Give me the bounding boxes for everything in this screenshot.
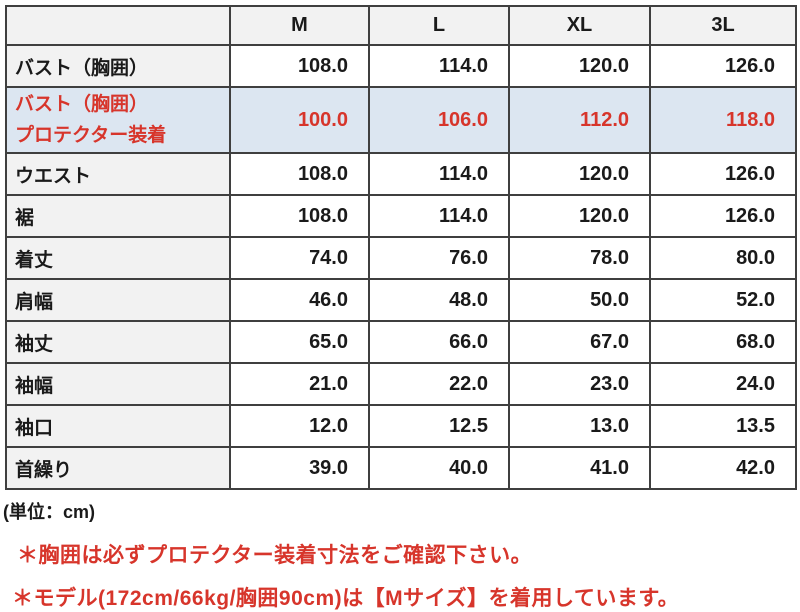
row-label: 裾 xyxy=(5,194,231,238)
protector-warning-note: ＊胸囲は必ずプロテクター装着寸法をご確認下さい。 xyxy=(17,544,533,567)
size-chart-table: M L XL 3L バスト（胸囲） 108.0 114.0 120.0 126.… xyxy=(5,5,797,490)
value-cell: 120.0 xyxy=(508,152,651,196)
value-cell: 108.0 xyxy=(229,44,370,88)
value-cell: 65.0 xyxy=(229,320,370,364)
value-cell: 68.0 xyxy=(649,320,797,364)
value-cell: 50.0 xyxy=(508,278,651,322)
value-cell: 126.0 xyxy=(649,194,797,238)
table-row-length: 着丈 74.0 76.0 78.0 80.0 xyxy=(5,236,797,280)
col-header-m: M xyxy=(229,5,370,46)
value-cell: 13.5 xyxy=(649,404,797,448)
value-cell: 76.0 xyxy=(368,236,510,280)
row-label: 肩幅 xyxy=(5,278,231,322)
value-cell: 78.0 xyxy=(508,236,651,280)
value-cell: 100.0 xyxy=(229,86,370,154)
value-cell: 114.0 xyxy=(368,152,510,196)
header-row: M L XL 3L xyxy=(5,5,797,46)
value-cell: 118.0 xyxy=(649,86,797,154)
unit-note: (単位：cm) xyxy=(3,502,96,522)
col-header-3l: 3L xyxy=(649,5,797,46)
value-cell: 23.0 xyxy=(508,362,651,406)
value-cell: 112.0 xyxy=(508,86,651,154)
value-cell: 66.0 xyxy=(368,320,510,364)
row-label: 袖幅 xyxy=(5,362,231,406)
table-row-shoulder: 肩幅 46.0 48.0 50.0 52.0 xyxy=(5,278,797,322)
value-cell: 12.0 xyxy=(229,404,370,448)
value-cell: 114.0 xyxy=(368,194,510,238)
value-cell: 39.0 xyxy=(229,446,370,490)
table-row-neck: 首繰り 39.0 40.0 41.0 42.0 xyxy=(5,446,797,490)
value-cell: 22.0 xyxy=(368,362,510,406)
table-row-waist: ウエスト 108.0 114.0 120.0 126.0 xyxy=(5,152,797,196)
row-label: バスト（胸囲） プロテクター装着 xyxy=(5,86,231,154)
value-cell: 42.0 xyxy=(649,446,797,490)
row-label: バスト（胸囲） xyxy=(5,44,231,88)
row-label: 袖口 xyxy=(5,404,231,448)
row-label: 着丈 xyxy=(5,236,231,280)
value-cell: 74.0 xyxy=(229,236,370,280)
table-row-bust: バスト（胸囲） 108.0 114.0 120.0 126.0 xyxy=(5,44,797,88)
model-size-note: ＊モデル(172cm/66kg/胸囲90cm)は【Mサイズ】を着用しています。 xyxy=(12,587,680,610)
value-cell: 126.0 xyxy=(649,44,797,88)
value-cell: 108.0 xyxy=(229,152,370,196)
table-row-sleeve-length: 袖丈 65.0 66.0 67.0 68.0 xyxy=(5,320,797,364)
value-cell: 41.0 xyxy=(508,446,651,490)
value-cell: 108.0 xyxy=(229,194,370,238)
value-cell: 52.0 xyxy=(649,278,797,322)
col-header-xl: XL xyxy=(508,5,651,46)
row-label: ウエスト xyxy=(5,152,231,196)
value-cell: 114.0 xyxy=(368,44,510,88)
table-row-hem: 裾 108.0 114.0 120.0 126.0 xyxy=(5,194,797,238)
value-cell: 46.0 xyxy=(229,278,370,322)
table-row-cuff: 袖口 12.0 12.5 13.0 13.5 xyxy=(5,404,797,448)
table-row-sleeve-width: 袖幅 21.0 22.0 23.0 24.0 xyxy=(5,362,797,406)
value-cell: 12.5 xyxy=(368,404,510,448)
value-cell: 80.0 xyxy=(649,236,797,280)
row-label: 袖丈 xyxy=(5,320,231,364)
value-cell: 106.0 xyxy=(368,86,510,154)
value-cell: 40.0 xyxy=(368,446,510,490)
table-row-bust-protector: バスト（胸囲） プロテクター装着 100.0 106.0 112.0 118.0 xyxy=(5,86,797,154)
corner-cell xyxy=(5,5,231,46)
value-cell: 67.0 xyxy=(508,320,651,364)
value-cell: 120.0 xyxy=(508,44,651,88)
value-cell: 126.0 xyxy=(649,152,797,196)
value-cell: 120.0 xyxy=(508,194,651,238)
value-cell: 48.0 xyxy=(368,278,510,322)
col-header-l: L xyxy=(368,5,510,46)
value-cell: 13.0 xyxy=(508,404,651,448)
value-cell: 21.0 xyxy=(229,362,370,406)
value-cell: 24.0 xyxy=(649,362,797,406)
row-label: 首繰り xyxy=(5,446,231,490)
